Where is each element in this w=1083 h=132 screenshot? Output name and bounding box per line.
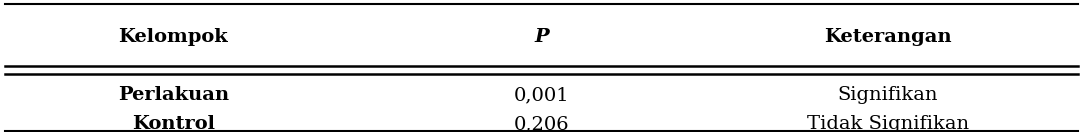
Text: Signifikan: Signifikan bbox=[838, 86, 938, 104]
Text: Kelompok: Kelompok bbox=[118, 28, 229, 46]
Text: Tidak Signifikan: Tidak Signifikan bbox=[807, 115, 969, 132]
Text: P: P bbox=[534, 28, 549, 46]
Text: 0,001: 0,001 bbox=[513, 86, 570, 104]
Text: Perlakuan: Perlakuan bbox=[118, 86, 229, 104]
Text: Kontrol: Kontrol bbox=[132, 115, 214, 132]
Text: 0,206: 0,206 bbox=[513, 115, 570, 132]
Text: Keterangan: Keterangan bbox=[824, 28, 952, 46]
